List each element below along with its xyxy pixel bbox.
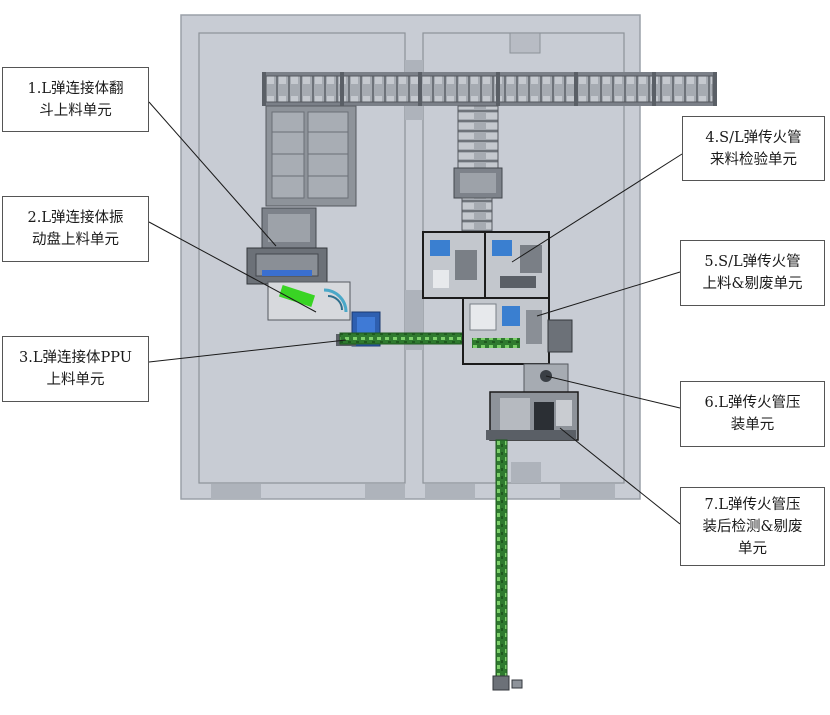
unit7-post-inspection <box>486 391 579 441</box>
label-unit7: 7.L弹传火管压 装后检测&剔废 单元 <box>680 487 825 566</box>
label-unit5: 5.S/L弹传火管 上料&剔废单元 <box>680 240 825 306</box>
label-unit4: 4.S/L弹传火管 来料检验单元 <box>682 116 825 181</box>
vertical-output-conveyor <box>495 439 508 681</box>
ppu-horizontal-conveyor <box>339 332 467 345</box>
zone-left <box>198 32 406 484</box>
unit1-hopper-storage <box>261 105 357 249</box>
conveyor-end-fixture <box>492 675 523 691</box>
label-unit1: 1.L弹连接体翻 斗上料单元 <box>2 67 149 132</box>
label-unit6-text: 6.L弹传火管压 装单元 <box>704 395 801 433</box>
label-unit3: 3.L弹连接体PPU 上料单元 <box>2 336 149 402</box>
label-unit6: 6.L弹传火管压 装单元 <box>680 381 825 447</box>
unit5-loading-cell <box>462 297 573 365</box>
top-roller-conveyor <box>262 72 717 106</box>
right-feed-conveyor <box>453 105 503 233</box>
label-unit3-text: 3.L弹连接体PPU 上料单元 <box>19 350 132 388</box>
label-unit2: 2.L弹连接体振 动盘上料单元 <box>2 196 149 262</box>
unit4-inspection-cells <box>422 231 550 299</box>
unit2-vibratory-bowl <box>246 247 351 321</box>
label-unit4-text: 4.S/L弹传火管 来料检验单元 <box>705 129 802 168</box>
label-unit2-text: 2.L弹连接体振 动盘上料单元 <box>27 210 124 248</box>
label-unit5-text: 5.S/L弹传火管 上料&剔废单元 <box>702 254 803 292</box>
label-unit1-text: 1.L弹连接体翻 斗上料单元 <box>27 80 124 119</box>
leader-lines <box>148 101 683 525</box>
label-unit7-text: 7.L弹传火管压 装后检测&剔废 单元 <box>702 496 803 557</box>
